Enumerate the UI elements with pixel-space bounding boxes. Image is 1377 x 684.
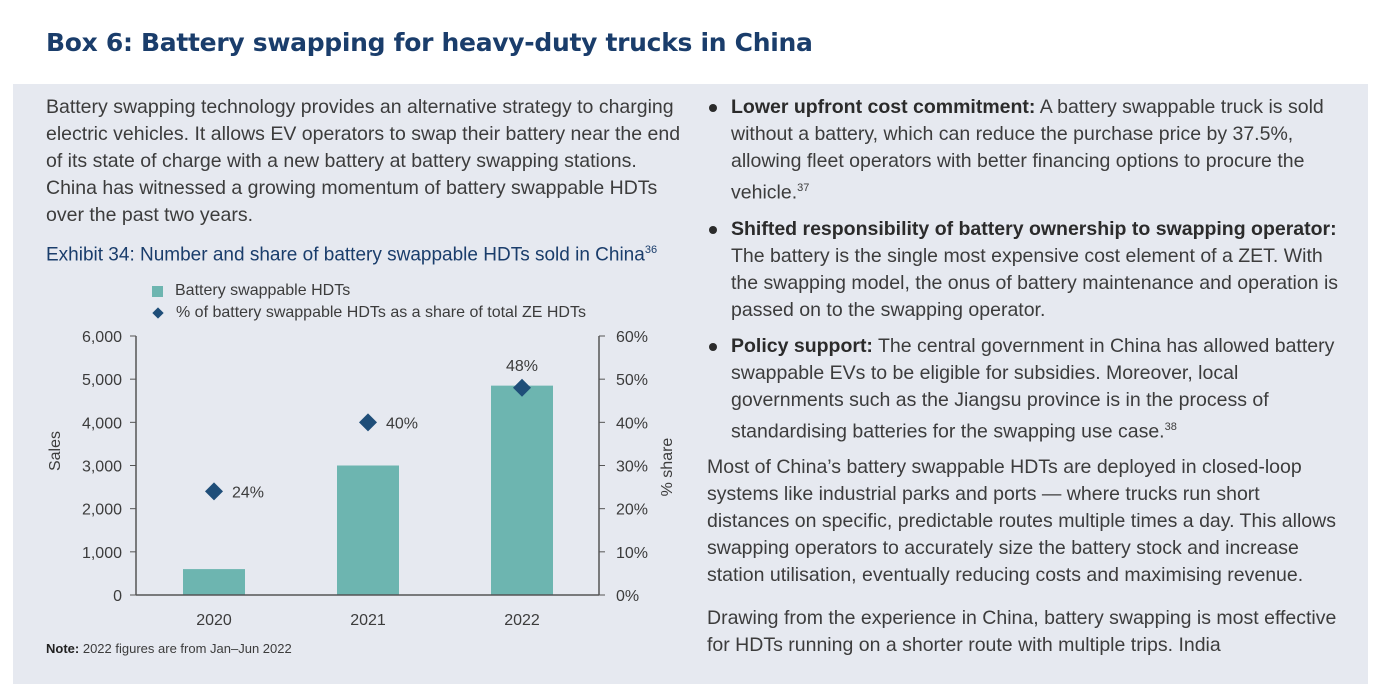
- left-tick-label: 3,000: [82, 459, 122, 476]
- left-tick-label: 4,000: [82, 415, 122, 432]
- right-tick-label: 60%: [616, 329, 648, 346]
- legend-share-label: % of battery swappable HDTs as a share o…: [176, 304, 586, 321]
- chart-legend: Battery swappable HDTs % of battery swap…: [150, 280, 586, 324]
- left-tick-label: 0: [113, 588, 122, 605]
- right-tick-label: 10%: [616, 545, 648, 562]
- chart-note: Note: 2022 figures are from Jan–Jun 2022: [46, 641, 292, 656]
- exhibit-footnote-ref: 36: [644, 244, 658, 256]
- body-paragraph: Most of China’s battery swappable HDTs a…: [707, 456, 1336, 586]
- left-tick-label: 2,000: [82, 502, 122, 519]
- bullet-heading: Policy support:: [731, 334, 873, 357]
- benefit-list: Lower upfront cost commitment: A battery…: [707, 94, 1347, 445]
- bullet-heading: Lower upfront cost commitment:: [731, 96, 1036, 118]
- note-text: 2022 figures are from Jan–Jun 2022: [82, 641, 292, 656]
- legend-item-share: % of battery swappable HDTs as a share o…: [150, 302, 586, 324]
- legend-bar-label: Battery swappable HDTs: [175, 282, 351, 299]
- y-axis-right-title: % share: [659, 438, 676, 497]
- y-axis-title: Sales: [47, 431, 64, 471]
- note-label: Note:: [46, 641, 80, 656]
- legend-bar-swatch: [152, 285, 163, 297]
- right-column: Lower upfront cost commitment: A battery…: [707, 94, 1347, 675]
- right-tick-label: 30%: [616, 459, 648, 476]
- list-item: Policy support: The central government i…: [707, 333, 1347, 446]
- share-marker: [205, 482, 223, 501]
- bullet-text: The battery is the single most expensive…: [731, 244, 1339, 321]
- share-data-label: 24%: [232, 484, 264, 501]
- box-title: Box 6: Battery swapping for heavy-duty t…: [46, 28, 813, 57]
- intro-paragraph: Battery swapping technology provides an …: [46, 96, 681, 226]
- share-data-label: 40%: [386, 415, 418, 432]
- right-tick-label: 0%: [616, 588, 639, 605]
- share-marker: [359, 413, 377, 432]
- exhibit-title-text: Exhibit 34: Number and share of battery …: [46, 244, 645, 266]
- sales-chart: 0 1,000 2,000 3,000 4,000 5,000 6,000 0% 10% 20%…: [47, 329, 676, 629]
- chart-markers: 24% 40% 48%: [205, 358, 538, 501]
- left-tick-label: 6,000: [82, 329, 122, 346]
- left-tick-label: 5,000: [82, 372, 122, 389]
- share-data-label: 48%: [506, 358, 538, 375]
- x-tick-label: 2022: [504, 612, 540, 629]
- right-axis-ticks: 0% 10% 20% 30% 40% 50% 60%: [599, 329, 648, 605]
- left-tick-label: 1,000: [82, 545, 122, 562]
- legend-diamond-icon: [152, 307, 164, 319]
- bar: [183, 569, 245, 595]
- x-tick-label: 2020: [196, 612, 232, 629]
- right-tick-label: 20%: [616, 502, 648, 519]
- bar: [337, 465, 399, 595]
- share-marker: [513, 378, 531, 397]
- exhibit-title: Exhibit 34: Number and share of battery …: [46, 244, 686, 266]
- bar: [491, 385, 553, 595]
- chart-bars: [183, 385, 553, 595]
- x-tick-label: 2021: [350, 612, 386, 629]
- x-axis-ticks: 2020 2021 2022: [196, 612, 540, 629]
- list-item: Lower upfront cost commitment: A battery…: [707, 94, 1347, 207]
- left-axis-ticks: 0 1,000 2,000 3,000 4,000 5,000 6,000: [82, 329, 136, 605]
- list-item: Shifted responsibility of battery owners…: [707, 216, 1347, 324]
- bullet-text: A battery swappable truck is sold withou…: [731, 96, 1324, 204]
- bullet-heading: Shifted responsibility of battery owners…: [731, 217, 1337, 240]
- body-paragraph: Drawing from the experience in China, ba…: [707, 607, 1337, 656]
- legend-item-bars: Battery swappable HDTs: [150, 280, 586, 302]
- right-tick-label: 50%: [616, 372, 648, 389]
- right-tick-label: 40%: [616, 415, 648, 432]
- bullet-text: The central government in China has allo…: [731, 334, 1335, 443]
- footnote-ref: 37: [797, 182, 810, 194]
- footnote-ref: 38: [1164, 420, 1177, 433]
